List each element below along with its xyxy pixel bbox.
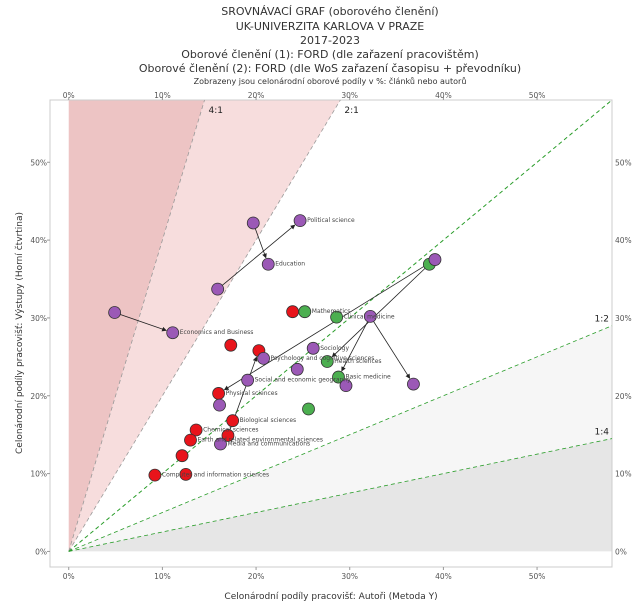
ratio-line <box>68 99 205 552</box>
point-label: Education <box>275 261 305 268</box>
point <box>214 437 227 451</box>
title: UK-UNIVERZITA KARLOVA V PRAZE <box>236 20 425 33</box>
point <box>108 306 122 319</box>
point <box>306 341 320 355</box>
point <box>213 398 226 412</box>
y-tick-label: 20% <box>30 392 47 401</box>
point <box>320 355 334 368</box>
y-tick-label: 30% <box>615 314 632 323</box>
y-tick-label: 20% <box>615 392 632 401</box>
y-tick-label: 40% <box>615 236 632 245</box>
arrow <box>341 316 371 372</box>
y-tick-label: 50% <box>30 158 47 167</box>
point <box>148 468 162 482</box>
arrow <box>223 259 436 391</box>
point <box>224 338 238 352</box>
point <box>221 429 235 442</box>
arrow <box>114 312 167 332</box>
ratio-label: 2:1 <box>344 106 358 116</box>
x-tick-label: 30% <box>341 572 358 581</box>
ratio-label: 1:4 <box>595 428 610 438</box>
point <box>339 379 353 393</box>
point <box>179 467 193 481</box>
point-label: Biological sciences <box>240 417 297 424</box>
point-label: Computer and information sciences <box>162 472 269 479</box>
point <box>226 414 240 428</box>
arrow <box>331 263 430 358</box>
point-label: Basic medicine <box>345 374 391 381</box>
title: SROVNÁVACÍ GRAF (oborového členění) <box>221 5 438 18</box>
point-label: Chemical sciences <box>203 427 258 434</box>
point <box>293 214 307 228</box>
x-tick-label: 0% <box>63 91 75 100</box>
x-tick-label: 50% <box>529 572 546 581</box>
ratio-line <box>68 99 341 552</box>
point-label: Physical sciences <box>226 390 278 397</box>
ratio-line <box>68 438 613 552</box>
point <box>189 423 203 437</box>
point-label: Mathematics <box>312 308 351 315</box>
y-axis-title: Celonárodní podíly pracovišť: Výstupy (H… <box>14 212 25 454</box>
x-tick-label: 10% <box>154 572 171 581</box>
point <box>246 216 260 230</box>
point <box>175 449 189 463</box>
point <box>290 362 304 376</box>
subtitle: Zobrazeny jsou celonárodní oborové podíl… <box>194 76 467 86</box>
point-label: Health sciences <box>334 358 381 365</box>
point-label: Psychology and cognitive sciences <box>271 355 375 362</box>
point <box>407 377 420 391</box>
ratio-line <box>68 325 613 552</box>
point-label: Media and communications <box>227 441 310 448</box>
x-tick-label: 20% <box>248 91 265 100</box>
arrow <box>217 224 296 290</box>
point <box>332 370 345 384</box>
y-tick-label: 0% <box>615 547 627 556</box>
x-tick-label: 30% <box>341 91 358 100</box>
x-tick-label: 10% <box>154 91 171 100</box>
arrow <box>370 316 411 379</box>
point <box>298 305 312 319</box>
ratio-label: 4:1 <box>209 106 223 116</box>
title: 2017-2023 <box>300 34 360 47</box>
point-label: Economics and Business <box>180 329 254 336</box>
ratio-label: 1:2 <box>595 315 609 325</box>
point <box>184 433 197 447</box>
point <box>286 305 299 319</box>
y-tick-label: 40% <box>30 236 47 245</box>
point-label: Political science <box>307 217 355 224</box>
point-label: Clinical medicine <box>344 314 395 321</box>
y-tick-label: 10% <box>615 470 632 479</box>
plot-frame <box>49 99 613 568</box>
point <box>302 402 315 416</box>
y-tick-label: 10% <box>30 470 47 479</box>
point <box>211 282 225 296</box>
point <box>428 253 442 266</box>
point <box>212 387 226 400</box>
point-label: Earth and related environmental sciences <box>198 437 324 444</box>
x-tick-label: 20% <box>248 572 265 581</box>
point <box>166 326 180 340</box>
x-tick-label: 0% <box>63 572 75 581</box>
x-tick-label: 40% <box>435 91 452 100</box>
point <box>363 309 377 323</box>
y-tick-label: 0% <box>35 547 47 556</box>
point <box>241 373 255 387</box>
point <box>330 310 344 324</box>
y-tick-label: 50% <box>615 158 632 167</box>
title: Oborové členění (1): FORD (dle zařazení … <box>181 48 479 61</box>
y-tick-label: 30% <box>30 314 47 323</box>
diagonal <box>68 99 613 552</box>
x-tick-label: 50% <box>529 91 546 100</box>
point <box>257 352 270 365</box>
title: Oborové členění (2): FORD (dle WoS zařaz… <box>139 62 521 75</box>
x-tick-label: 40% <box>435 572 452 581</box>
x-axis-title: Celonárodní podíly pracovišť: Autoři (Me… <box>224 591 437 602</box>
point <box>261 257 275 271</box>
point-label: Social and economic geography <box>255 377 351 384</box>
point-label: Sociology <box>320 345 349 352</box>
